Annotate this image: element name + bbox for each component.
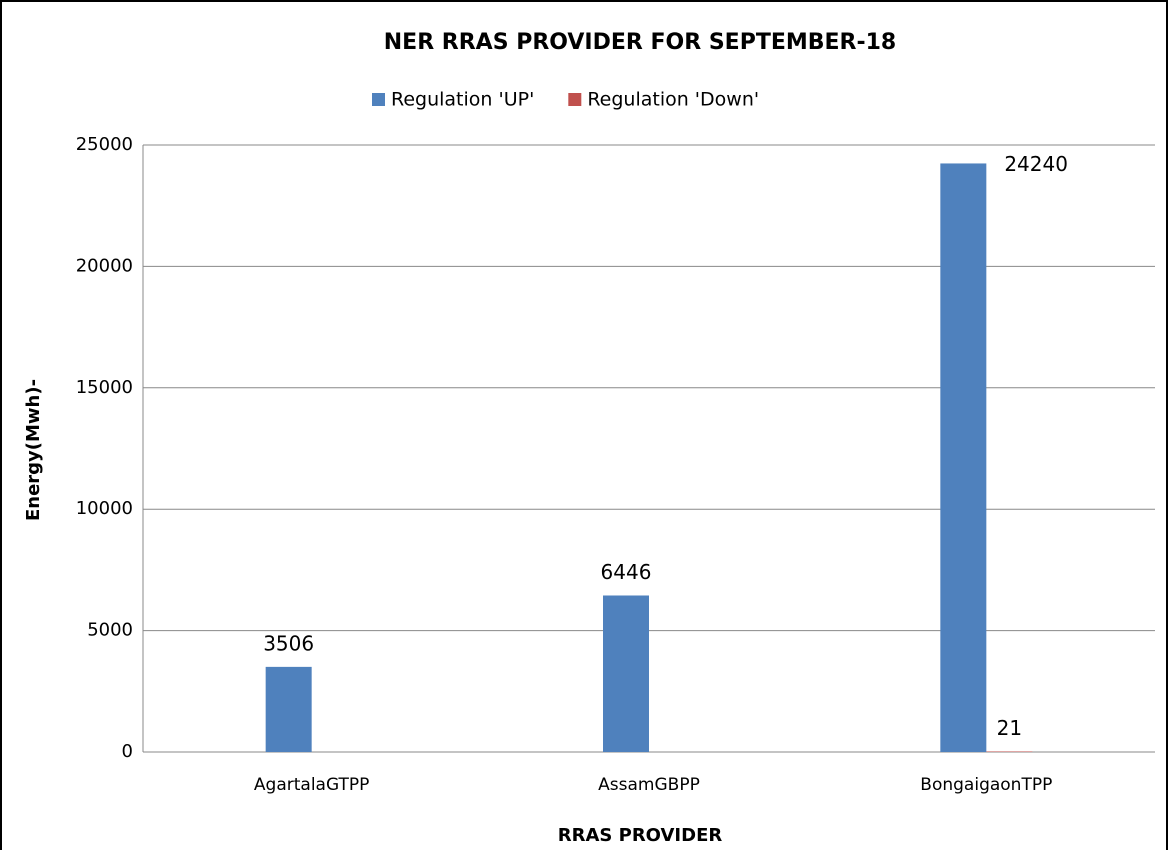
- bar: [603, 595, 649, 752]
- y-tick-label: 20000: [76, 255, 133, 276]
- data-label: 6446: [601, 560, 652, 584]
- y-tick-label: 5000: [87, 620, 133, 641]
- legend-label: Regulation 'UP': [391, 89, 534, 111]
- y-tick-label: 25000: [76, 134, 133, 155]
- data-label: 21: [997, 716, 1022, 740]
- data-label: 3506: [263, 631, 314, 655]
- legend-label: Regulation 'Down': [587, 89, 759, 111]
- bar: [986, 751, 1033, 752]
- bar: [265, 666, 312, 752]
- y-axis-title: Energy(Mwh)-: [23, 379, 44, 521]
- x-tick-label: AgartalaGTPP: [254, 775, 370, 795]
- legend-swatch: [372, 93, 385, 106]
- x-tick-label: BongaigaonTPP: [920, 775, 1052, 795]
- y-tick-label: 15000: [76, 377, 133, 398]
- bar: [940, 163, 987, 752]
- chart-title: NER RRAS PROVIDER FOR SEPTEMBER-18: [384, 30, 896, 55]
- x-tick-label: AssamGBPP: [598, 775, 700, 795]
- y-tick-label: 10000: [76, 498, 133, 519]
- legend-swatch: [568, 93, 582, 106]
- y-tick-label: 0: [122, 741, 133, 762]
- data-label: 24240: [1004, 152, 1068, 176]
- x-axis-title: RRAS PROVIDER: [558, 825, 723, 846]
